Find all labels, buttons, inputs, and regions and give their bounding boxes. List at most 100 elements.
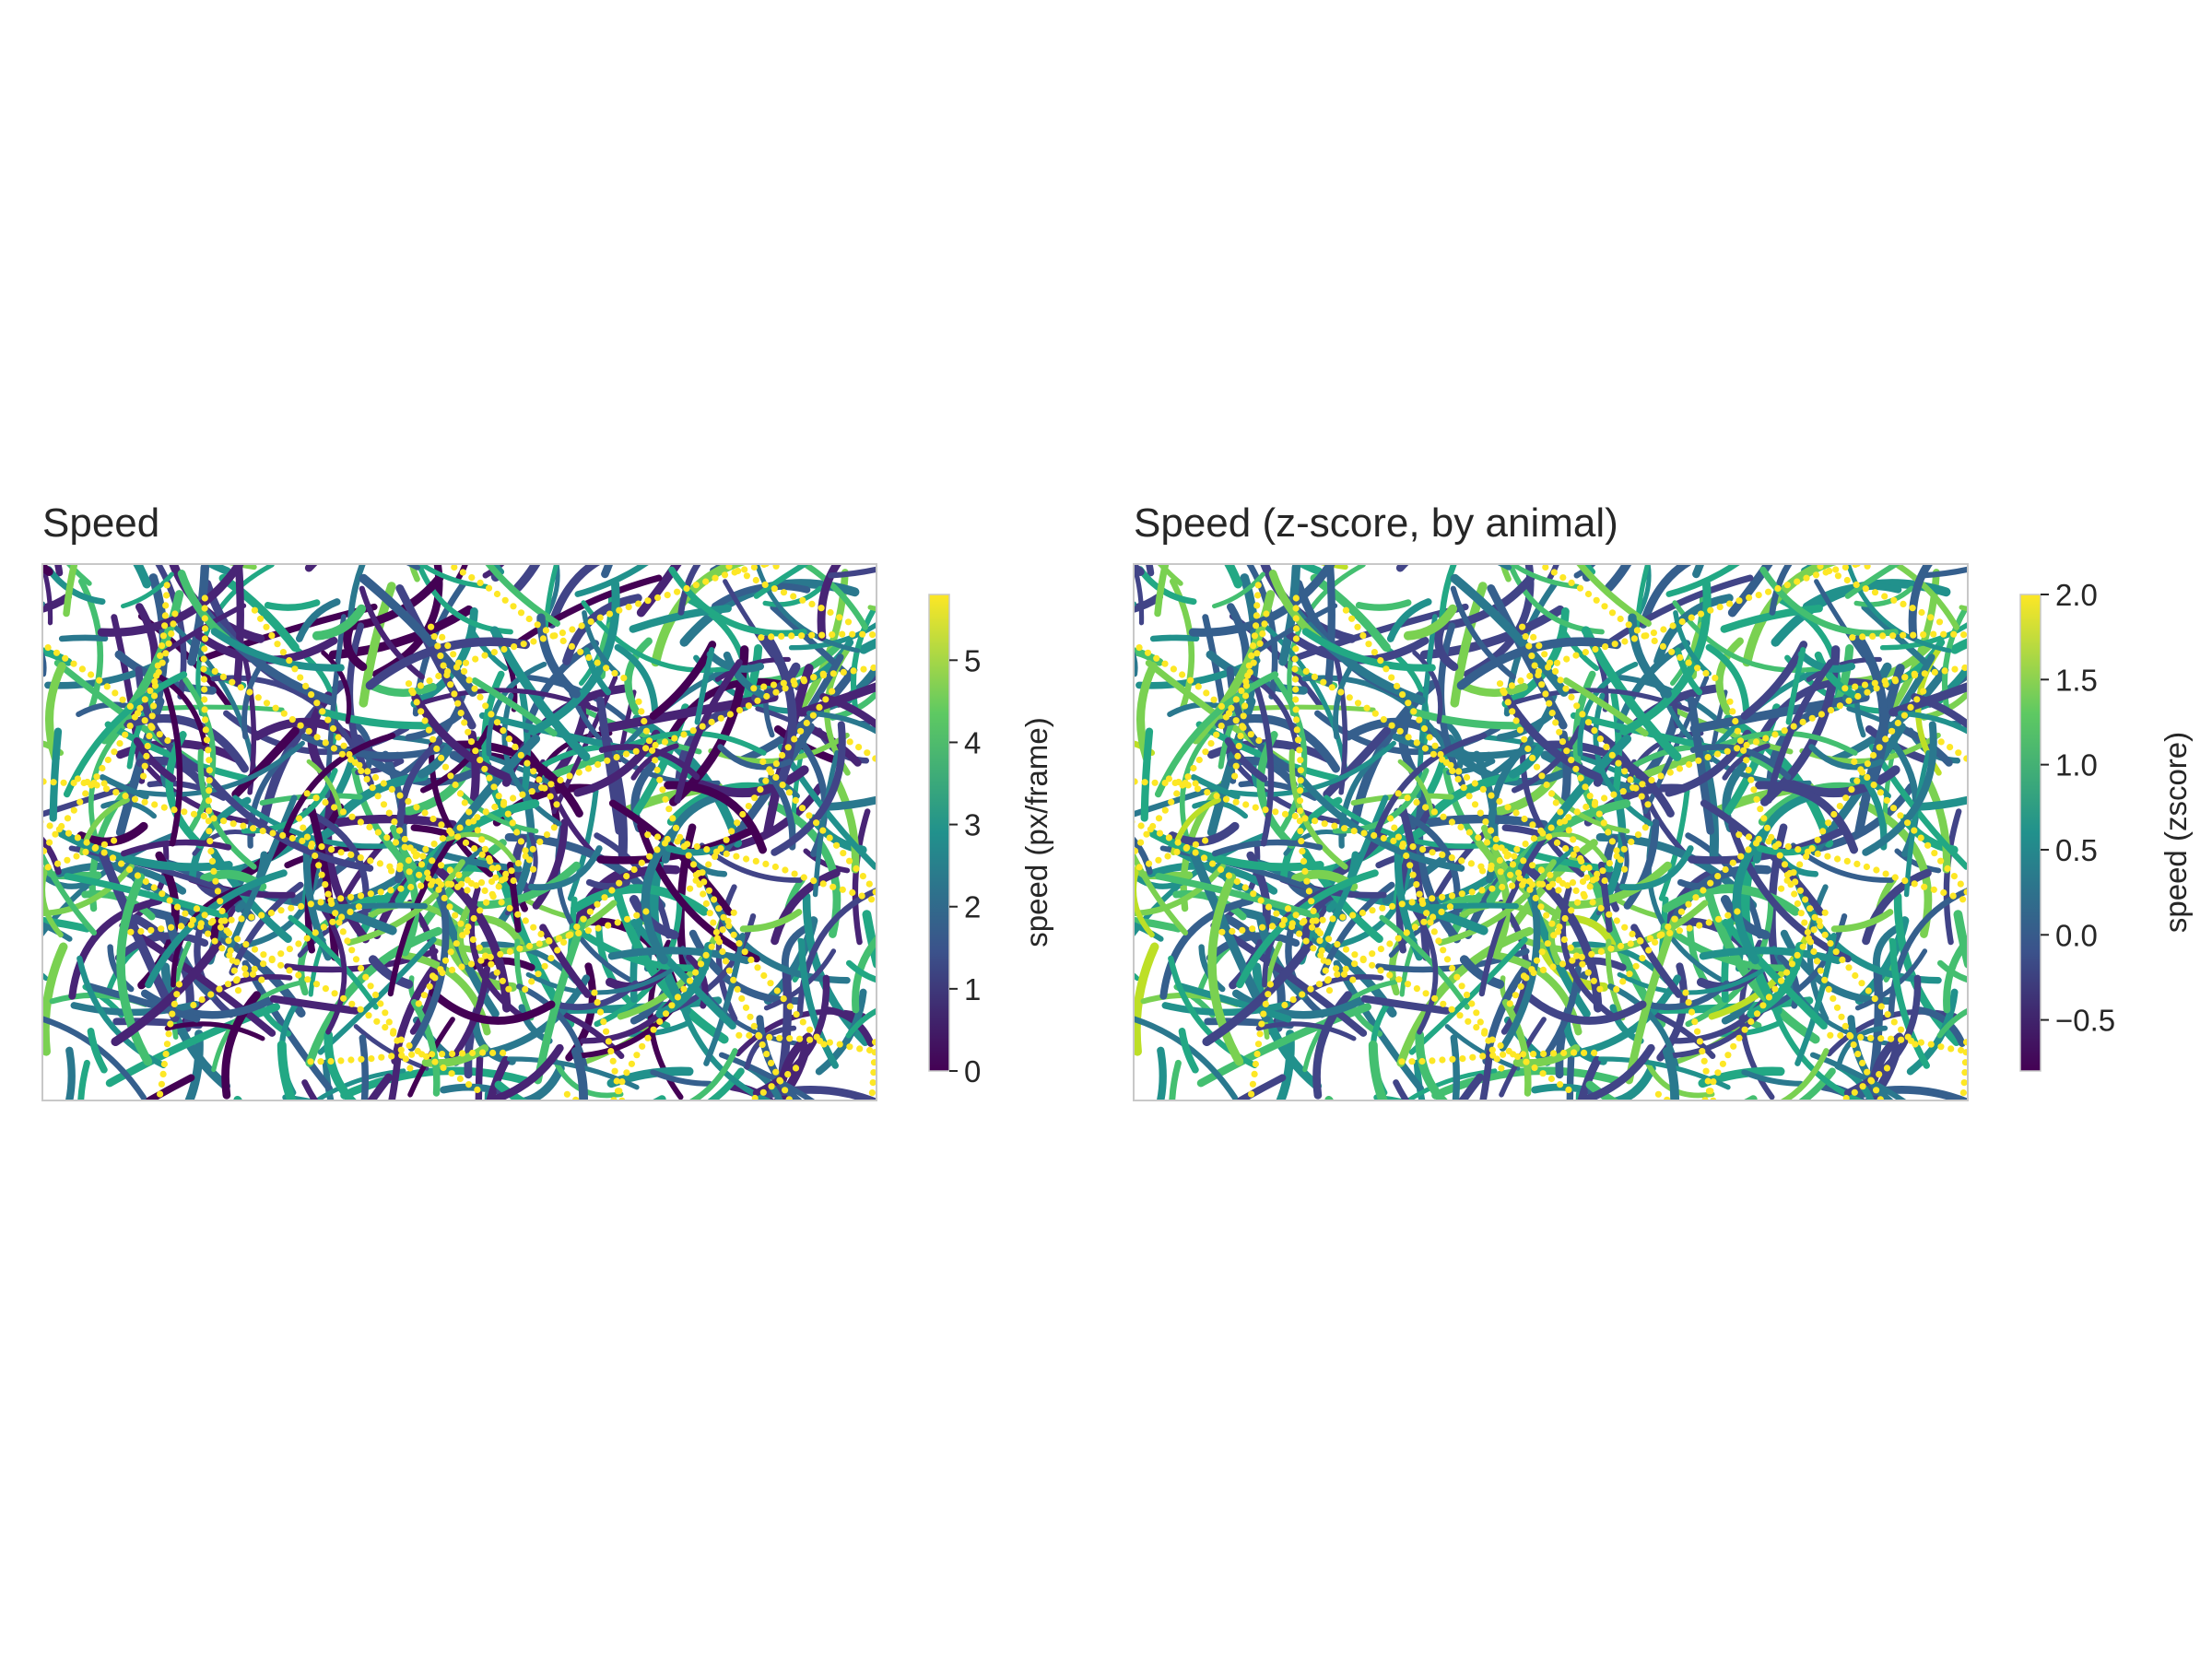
trajectory-segment (581, 600, 749, 673)
fast-point (1859, 633, 1866, 641)
fast-point (322, 881, 329, 888)
fast-point (822, 1286, 829, 1292)
fast-point (1801, 919, 1808, 926)
fast-point (573, 924, 581, 931)
fast-point (402, 1055, 409, 1063)
fast-point (207, 991, 215, 998)
fast-point (420, 992, 428, 999)
fast-point (1538, 948, 1546, 956)
fast-point (2097, 847, 2103, 853)
fast-point (903, 929, 910, 935)
colorbar-tick-label: 1 (964, 972, 981, 1006)
fast-point (1498, 1065, 1505, 1072)
trajectory-segment (224, 794, 298, 959)
fast-point (1308, 404, 1314, 410)
fast-point (1876, 1071, 1883, 1078)
fast-point (1342, 606, 1349, 614)
fast-point (1182, 779, 1189, 787)
fast-point (205, 930, 212, 937)
fast-point (468, 1049, 477, 1057)
fast-point (1496, 680, 1504, 688)
fast-point (1386, 971, 1394, 979)
trajectory-segment (1508, 739, 1547, 779)
fast-point (1806, 544, 1813, 550)
fast-point (1171, 779, 1179, 787)
fast-point (1608, 838, 1616, 845)
fast-point (331, 990, 338, 997)
fast-point (1807, 1208, 1814, 1215)
fast-point (1266, 981, 1274, 988)
fast-point (418, 882, 425, 889)
fast-point (1677, 908, 1685, 915)
fast-point (358, 1055, 365, 1063)
fast-point (1052, 647, 1058, 653)
fast-point (575, 1203, 582, 1209)
fast-point (299, 837, 306, 845)
trajectory-segment (1403, 604, 1458, 641)
fast-point (720, 913, 727, 921)
fast-point (10, 777, 17, 783)
fast-point (1945, 1190, 1951, 1196)
fast-point (1437, 750, 1444, 759)
trajectory-segment (1861, 604, 1944, 679)
fast-point (1104, 918, 1111, 924)
fast-point (957, 758, 963, 764)
fast-point (904, 935, 911, 942)
fast-point (661, 535, 667, 541)
fast-point (510, 794, 517, 802)
fast-point (601, 894, 608, 901)
fast-point (1153, 654, 1160, 662)
trajectory-segment (1540, 740, 1675, 818)
fast-point (368, 1055, 375, 1063)
fast-point (1297, 787, 1304, 794)
fast-point (1311, 673, 1318, 681)
fast-point (822, 696, 830, 703)
fast-point (90, 779, 98, 787)
fast-point (602, 1115, 608, 1122)
trajectory-segment (346, 859, 465, 947)
fast-point (1949, 892, 1957, 900)
fast-point (1622, 1273, 1629, 1279)
fast-point (1897, 812, 1904, 819)
trajectory-segment (574, 564, 651, 597)
fast-point (127, 928, 135, 935)
fast-point (741, 948, 748, 956)
fast-point (751, 1094, 759, 1100)
fast-point (772, 564, 780, 570)
fast-point (426, 677, 433, 685)
fast-point (1488, 1046, 1496, 1053)
fast-point (1544, 456, 1550, 463)
fast-point (1818, 1313, 1825, 1320)
fast-point (1583, 803, 1590, 811)
fast-point (1759, 1002, 1767, 1009)
fast-point (477, 1318, 483, 1324)
fast-point (1606, 860, 1613, 867)
fast-point (1711, 511, 1717, 517)
fast-point (734, 551, 740, 558)
fast-point (1488, 885, 1496, 892)
fast-point (260, 951, 267, 959)
fast-point (641, 717, 648, 725)
fast-point (1410, 708, 1418, 715)
fast-point (1936, 618, 1944, 626)
fast-point (1689, 1124, 1696, 1131)
fast-point (531, 1273, 537, 1279)
fast-point (1743, 757, 1750, 764)
fast-point (318, 871, 325, 878)
fast-point (1297, 828, 1304, 835)
trajectory-segment (571, 884, 709, 916)
fast-point (1365, 641, 1372, 648)
fast-point (141, 762, 148, 770)
fast-point (6, 898, 12, 904)
fast-point (1931, 850, 1938, 857)
fast-point (406, 1041, 413, 1050)
trajectory-segment (534, 915, 588, 1085)
fast-point (453, 664, 461, 671)
fast-point (1348, 615, 1356, 622)
fast-point (318, 843, 325, 851)
fast-point (1519, 881, 1526, 888)
trajectory-segment (650, 1069, 712, 1087)
fast-point (148, 1313, 155, 1320)
fast-point (405, 680, 413, 688)
fast-point (112, 789, 120, 796)
